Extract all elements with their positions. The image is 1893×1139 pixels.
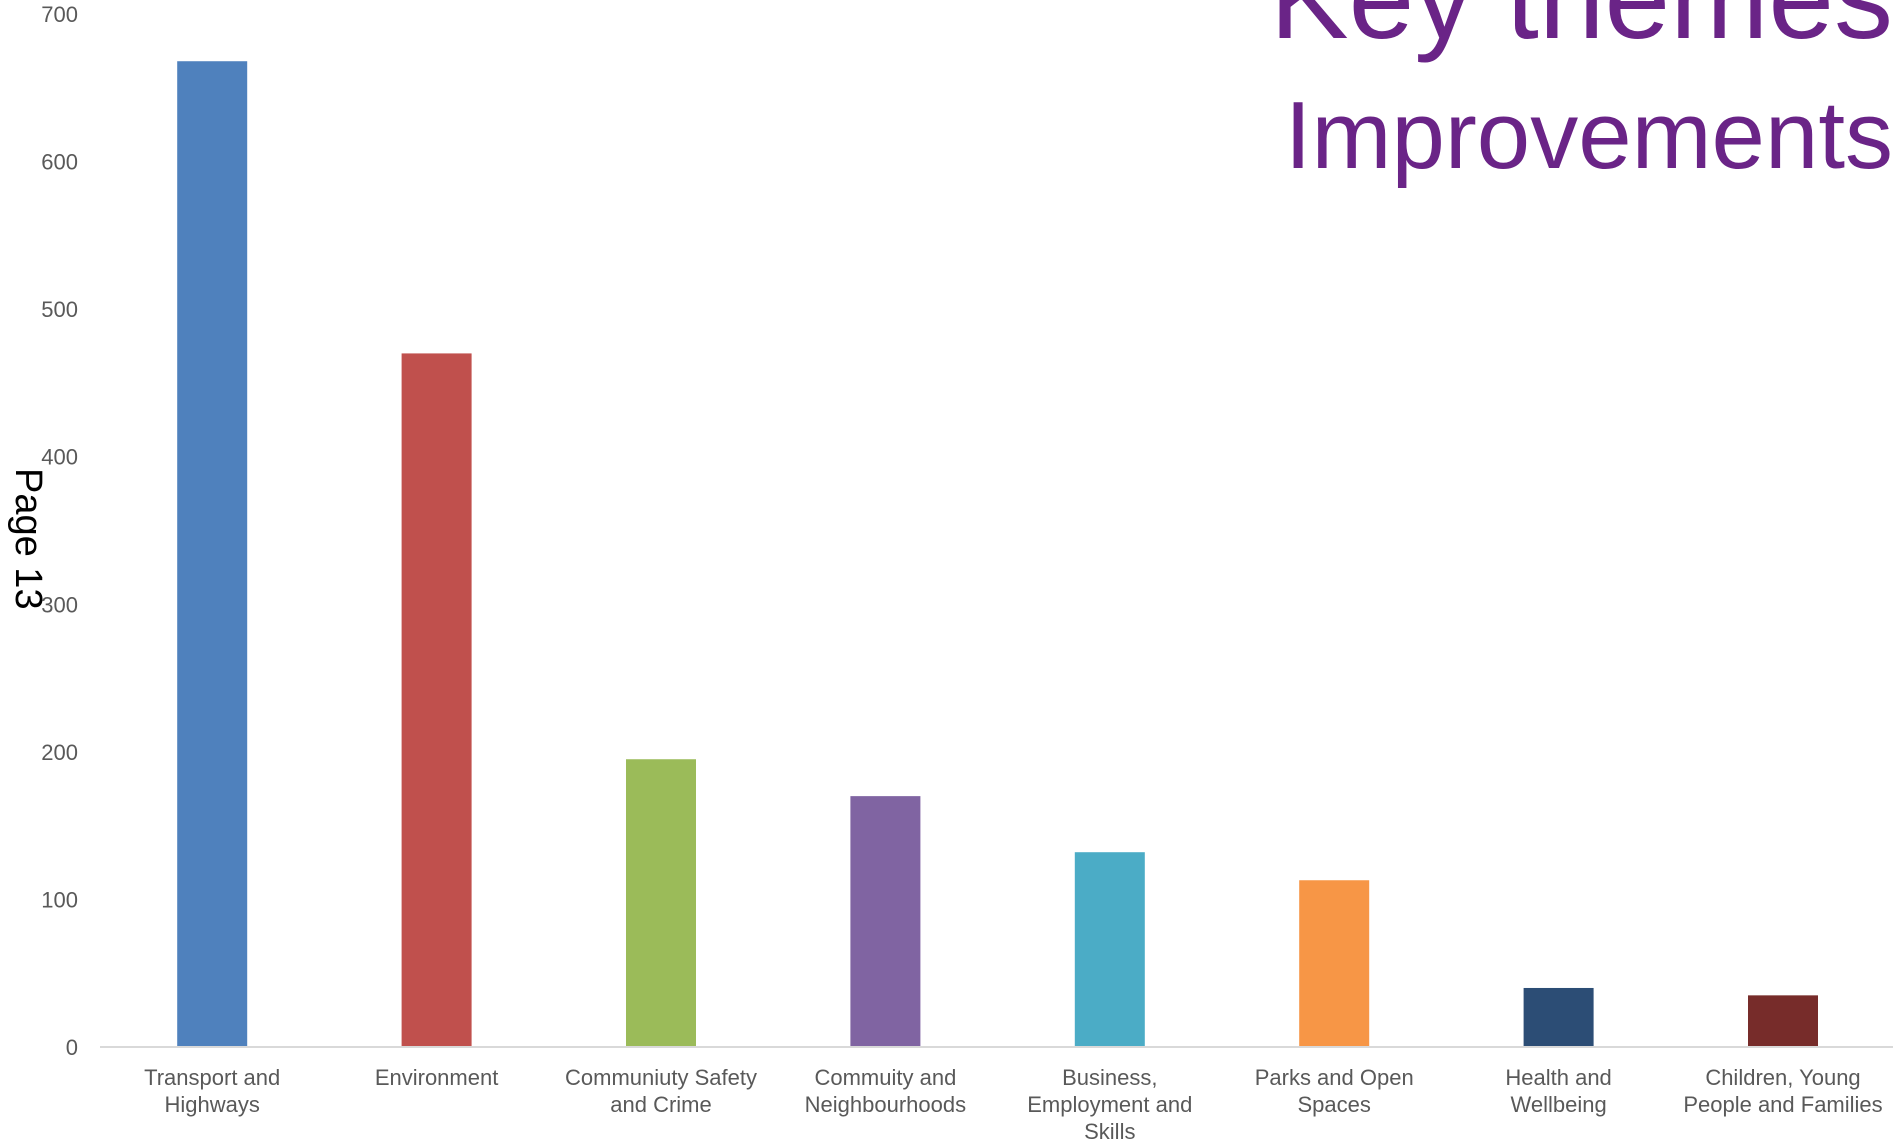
x-category-label: Health and Wellbeing [1505,1065,1611,1117]
x-category-label-line: People and Families [1683,1092,1882,1117]
x-category-label-line: and Crime [610,1092,711,1117]
x-category-label-line: Spaces [1298,1092,1371,1117]
x-category-label: Parks and Open Spaces [1255,1065,1414,1117]
x-category-label-line: Communiuty Safety [565,1065,757,1090]
bar-8 [1748,995,1818,1047]
x-category-label-line: Neighbourhoods [805,1092,966,1117]
y-tick-label: 200 [41,740,78,765]
x-category-label-line: Children, Young [1705,1065,1860,1090]
y-tick-label: 700 [41,2,78,27]
x-axis-labels: Transport and Highways Environment Communiu… [144,1065,1883,1139]
x-category-label: Transport and Highways [144,1065,280,1117]
bar-6 [1299,880,1370,1047]
x-category-label: Environment [375,1065,499,1090]
x-category-label-line: Highways [165,1092,260,1117]
x-category-label: Communiuty Safety and Crime [565,1065,757,1117]
y-tick-label: 300 [41,592,78,617]
x-category-label-line: Employment and [1027,1092,1192,1117]
y-tick-label: 500 [41,297,78,322]
bar-5 [1074,852,1145,1047]
bar-3 [626,759,696,1047]
chart-title: Key themes [1270,0,1893,64]
bars [177,61,1818,1048]
y-tick-label: 600 [41,150,78,175]
x-category-label-line: Skills [1084,1119,1135,1139]
page-number: Page 13 [7,468,49,610]
y-tick-label: 100 [41,887,78,912]
bar-2 [401,353,472,1047]
x-category-label-line: Transport and [144,1065,280,1090]
x-category-label: Business, Employment and Skills [1027,1065,1192,1139]
x-category-label: Commuity and Neighbourhoods [805,1065,966,1117]
x-category-label-line: Commuity and [814,1065,956,1090]
y-tick-label: 400 [41,445,78,470]
x-category-label-line: Health and [1505,1065,1611,1090]
x-category-label-line: Environment [375,1065,499,1090]
y-axis: 0 100 200 300 400 500 600 700 [41,2,78,1060]
x-category-label: Children, Young People and Families [1683,1065,1882,1117]
chart-subtitle: Improvements [1285,82,1893,189]
x-category-label-line: Parks and Open [1255,1065,1414,1090]
y-tick-label: 0 [66,1035,78,1060]
bar-7 [1523,987,1594,1047]
bar-1 [177,61,248,1048]
x-category-label-line: Wellbeing [1510,1092,1606,1117]
bar-4 [850,796,921,1047]
x-category-label-line: Business, [1062,1065,1157,1090]
